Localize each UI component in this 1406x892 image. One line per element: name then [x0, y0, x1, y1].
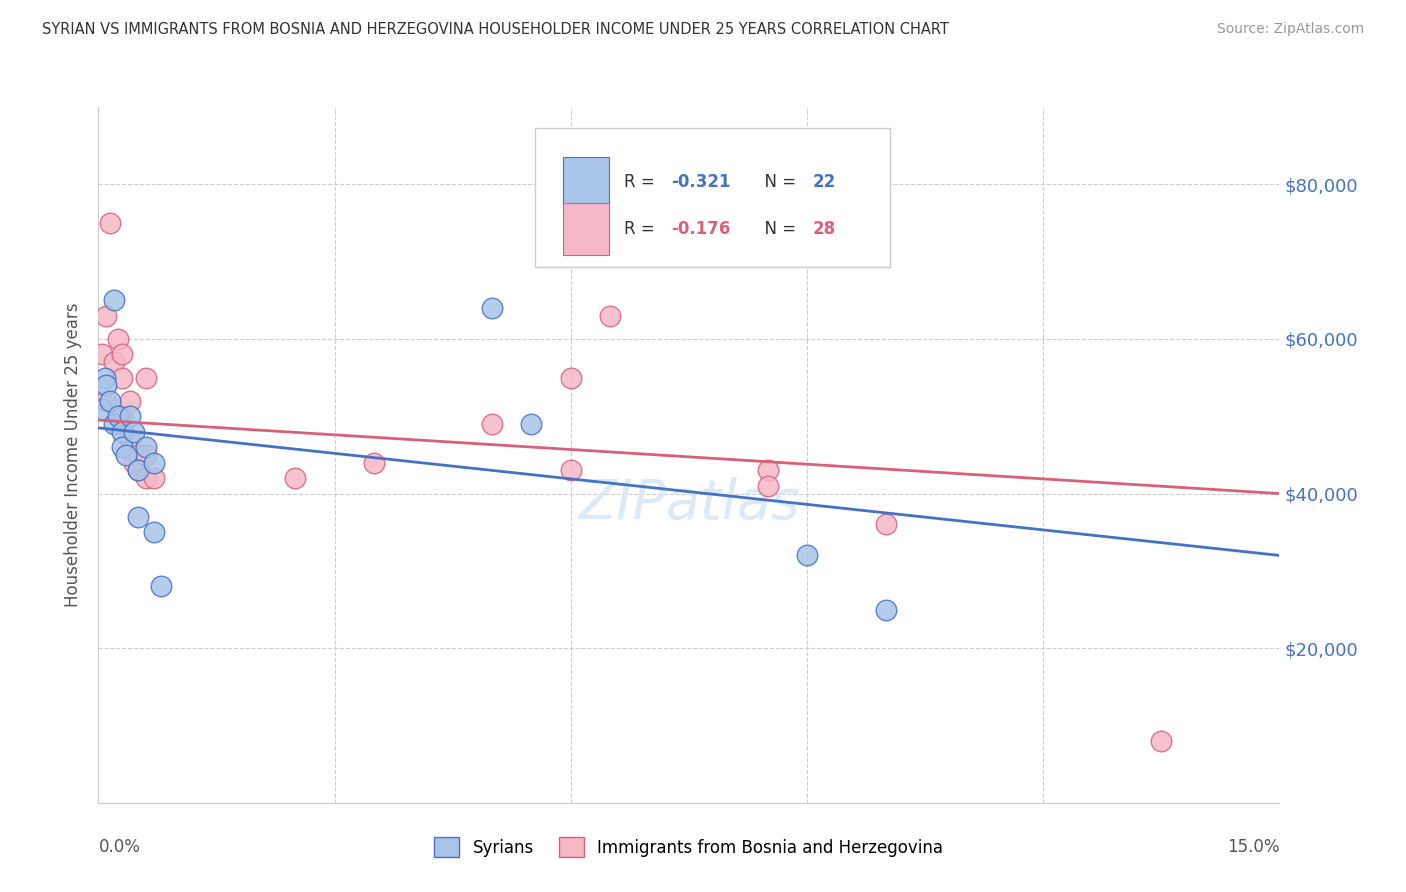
Point — [91, 401, 114, 416]
Point — [107, 409, 129, 424]
Point — [118, 409, 141, 424]
Text: R =: R = — [624, 219, 659, 238]
Point — [135, 448, 157, 462]
Point — [142, 471, 165, 485]
Point — [107, 332, 129, 346]
Point — [1150, 734, 1173, 748]
FancyBboxPatch shape — [562, 157, 609, 208]
Point — [111, 409, 134, 424]
Y-axis label: Householder Income Under 25 years: Householder Income Under 25 years — [65, 302, 83, 607]
Point — [93, 370, 115, 384]
Point — [103, 293, 125, 308]
Point — [796, 549, 818, 563]
Point — [127, 448, 149, 462]
Point — [98, 393, 121, 408]
Text: N =: N = — [754, 173, 801, 192]
FancyBboxPatch shape — [536, 128, 890, 267]
Point — [122, 425, 145, 439]
Point — [142, 525, 165, 540]
Point — [111, 370, 134, 384]
Legend: Syrians, Immigrants from Bosnia and Herzegovina: Syrians, Immigrants from Bosnia and Herz… — [427, 830, 950, 864]
Point — [96, 378, 118, 392]
Point — [142, 456, 165, 470]
Point — [756, 463, 779, 477]
Point — [90, 347, 112, 361]
Point — [127, 509, 149, 524]
Point — [363, 456, 385, 470]
Point — [122, 456, 145, 470]
Point — [103, 417, 125, 431]
Point — [481, 417, 503, 431]
Point — [103, 355, 125, 369]
Text: ZIPatlas: ZIPatlas — [578, 477, 800, 530]
Text: SYRIAN VS IMMIGRANTS FROM BOSNIA AND HERZEGOVINA HOUSEHOLDER INCOME UNDER 25 YEA: SYRIAN VS IMMIGRANTS FROM BOSNIA AND HER… — [42, 22, 949, 37]
Point — [520, 417, 543, 431]
Point — [756, 479, 779, 493]
Point — [111, 440, 134, 454]
Text: -0.176: -0.176 — [671, 219, 731, 238]
Point — [481, 301, 503, 315]
Point — [135, 370, 157, 384]
Point — [127, 463, 149, 477]
Point — [560, 463, 582, 477]
Point — [875, 517, 897, 532]
Text: 15.0%: 15.0% — [1227, 838, 1279, 855]
Point — [284, 471, 307, 485]
Text: Source: ZipAtlas.com: Source: ZipAtlas.com — [1216, 22, 1364, 37]
Point — [150, 579, 173, 593]
Text: -0.321: -0.321 — [671, 173, 731, 192]
Point — [98, 216, 121, 230]
Point — [127, 463, 149, 477]
Point — [135, 440, 157, 454]
Point — [115, 448, 138, 462]
Point — [118, 433, 141, 447]
Point — [599, 309, 621, 323]
Text: 22: 22 — [813, 173, 837, 192]
Text: R =: R = — [624, 173, 659, 192]
Text: N =: N = — [754, 219, 801, 238]
Point — [111, 425, 134, 439]
Point — [96, 309, 118, 323]
FancyBboxPatch shape — [562, 203, 609, 254]
Point — [111, 347, 134, 361]
Point — [560, 370, 582, 384]
Point — [96, 393, 118, 408]
Point — [135, 471, 157, 485]
Point — [875, 602, 897, 616]
Text: 28: 28 — [813, 219, 837, 238]
Text: 0.0%: 0.0% — [98, 838, 141, 855]
Point — [118, 393, 141, 408]
